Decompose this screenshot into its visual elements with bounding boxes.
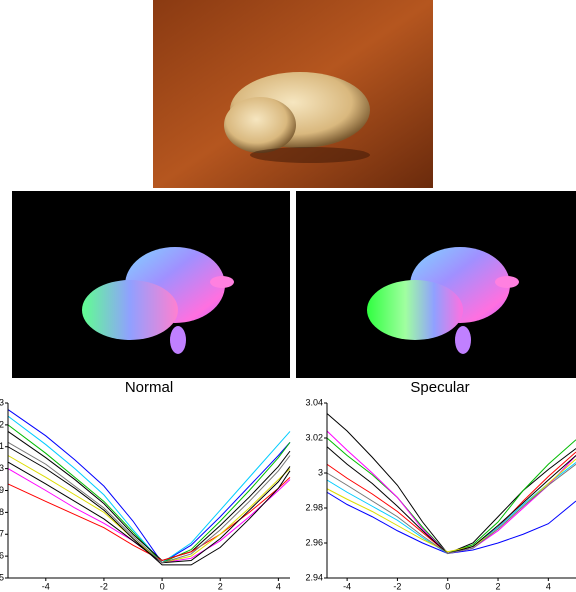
series-line: [7, 415, 291, 564]
y-tick-label: 2.94: [305, 572, 323, 582]
series-line: [326, 463, 576, 555]
y-tick-label: 3.03: [0, 397, 4, 407]
y-tick-label: 3: [318, 467, 323, 477]
y-tick-label: 2.96: [0, 551, 4, 561]
x-tick-label: 4: [276, 581, 281, 591]
x-tick-label: -4: [42, 581, 50, 591]
y-tick-label: 3.02: [0, 419, 4, 429]
series-line: [326, 451, 576, 555]
y-tick-label: 2.98: [305, 502, 323, 512]
y-tick-label: 3: [0, 463, 4, 473]
chart-title: Specular: [410, 379, 469, 396]
photo: [153, 0, 433, 188]
y-tick-label: 3.01: [0, 441, 4, 451]
series-line: [326, 446, 576, 555]
x-tick-label: 2: [496, 581, 501, 591]
y-tick-label: 3.02: [305, 432, 323, 442]
x-tick-label: -4: [343, 581, 351, 591]
y-tick-label: 2.95: [0, 572, 4, 582]
y-tick-label: 3.04: [305, 397, 323, 407]
normal-render: [12, 191, 290, 378]
x-tick-label: -2: [100, 581, 108, 591]
series-line: [7, 446, 291, 566]
series-line: [7, 431, 291, 562]
series-line: [7, 477, 291, 562]
series-line: [7, 441, 291, 564]
x-tick-label: 4: [546, 581, 551, 591]
chart-title: Normal: [125, 379, 173, 396]
x-tick-label: 2: [218, 581, 223, 591]
y-tick-label: 2.98: [0, 507, 4, 517]
y-tick-label: 2.99: [0, 485, 4, 495]
y-tick-label: 2.97: [0, 529, 4, 539]
x-tick-label: -2: [393, 581, 401, 591]
series-line: [326, 458, 576, 553]
series-line: [326, 413, 576, 555]
specular-render: [296, 191, 576, 378]
x-tick-label: 0: [445, 581, 450, 591]
y-tick-label: 2.96: [305, 537, 323, 547]
x-tick-label: 0: [160, 581, 165, 591]
